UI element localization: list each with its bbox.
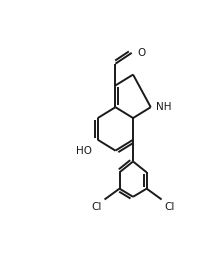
- Text: HO: HO: [76, 146, 92, 156]
- Text: O: O: [137, 48, 145, 58]
- Text: Cl: Cl: [164, 202, 175, 212]
- Text: Cl: Cl: [92, 202, 102, 212]
- Text: NH: NH: [156, 102, 172, 112]
